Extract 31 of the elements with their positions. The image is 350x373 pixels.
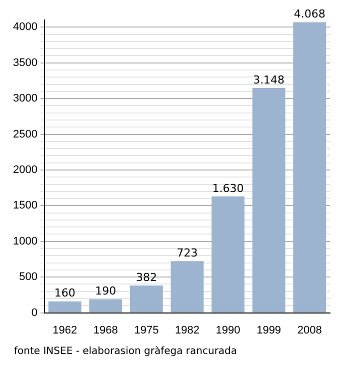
source-note: fonte INSEE - elaborasion gràfega rancurada — [14, 346, 238, 357]
data-label: 4.068 — [294, 8, 326, 21]
x-tick-label: 1990 — [216, 324, 240, 336]
x-tick-label: 1999 — [256, 324, 282, 336]
data-label: 382 — [136, 270, 157, 284]
y-tick-label: 0 — [31, 306, 38, 319]
x-tick-label: 2008 — [297, 324, 322, 336]
x-tick-label: 1975 — [134, 324, 159, 336]
y-tick-label: 500 — [19, 271, 38, 284]
data-label: 160 — [54, 286, 76, 300]
x-tick-label: 1982 — [174, 324, 200, 336]
bar — [293, 22, 326, 312]
bar — [130, 286, 163, 312]
data-label: 1.630 — [212, 182, 244, 195]
bar — [89, 299, 122, 312]
bar — [252, 88, 286, 312]
y-tick-label: 4000 — [12, 21, 38, 34]
x-tick-label: 1968 — [93, 324, 118, 336]
bar — [212, 196, 244, 312]
y-tick-label: 3500 — [12, 56, 38, 69]
y-tick-label: 2500 — [12, 128, 38, 140]
bar — [170, 261, 204, 312]
y-tick-label: 3000 — [12, 92, 38, 105]
y-tick-label: 2000 — [12, 164, 38, 176]
x-tick-label: 1962 — [52, 324, 78, 336]
data-label: 3.148 — [253, 73, 285, 86]
y-tick-label: 1500 — [12, 200, 38, 212]
y-tick-label: 1000 — [12, 235, 38, 248]
data-label: 723 — [176, 246, 198, 260]
bar — [48, 301, 82, 312]
data-label: 190 — [95, 284, 116, 298]
